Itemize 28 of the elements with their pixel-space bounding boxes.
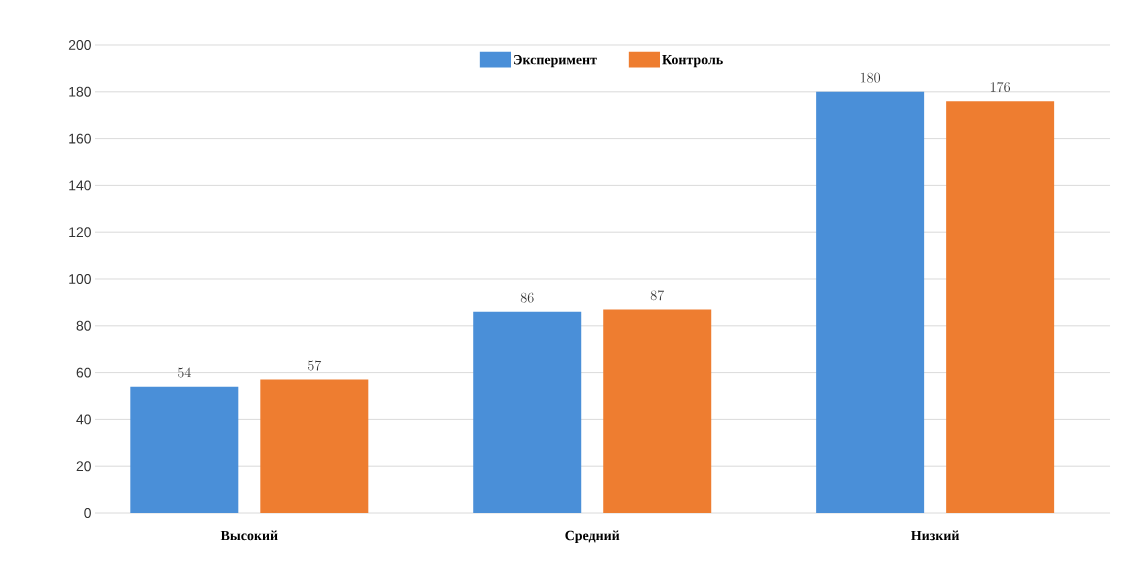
legend-label: Контроль <box>662 55 723 68</box>
x-tick-label: Низкий <box>911 530 960 541</box>
y-tick-label: 40 <box>76 414 91 425</box>
bar <box>473 311 582 513</box>
y-tick-label: 120 <box>69 227 91 238</box>
x-tick-label: Высокий <box>220 530 278 541</box>
data-label: 57 <box>307 360 322 371</box>
y-tick-label: 200 <box>68 40 91 50</box>
y-tick-label: 60 <box>76 367 91 378</box>
bar <box>260 379 369 513</box>
bar <box>130 386 239 513</box>
y-tick-label: 180 <box>69 86 91 97</box>
y-tick-label: 80 <box>76 320 91 331</box>
data-label: 54 <box>177 367 191 378</box>
legend-label: Эксперимент <box>513 55 597 68</box>
bar <box>603 309 712 513</box>
x-tick-label: Средний <box>565 530 620 544</box>
y-tick-label: 160 <box>69 133 91 144</box>
data-label: 87 <box>650 290 665 301</box>
data-label: 180 <box>860 72 881 83</box>
bar <box>816 91 925 513</box>
data-label: 176 <box>990 81 1011 92</box>
y-tick-label: 140 <box>69 180 91 191</box>
y-tick-label: 0 <box>84 508 91 518</box>
y-tick-label: 100 <box>69 274 91 284</box>
bar <box>946 101 1055 513</box>
y-tick-label: 20 <box>76 461 91 472</box>
data-label: 86 <box>520 292 534 303</box>
